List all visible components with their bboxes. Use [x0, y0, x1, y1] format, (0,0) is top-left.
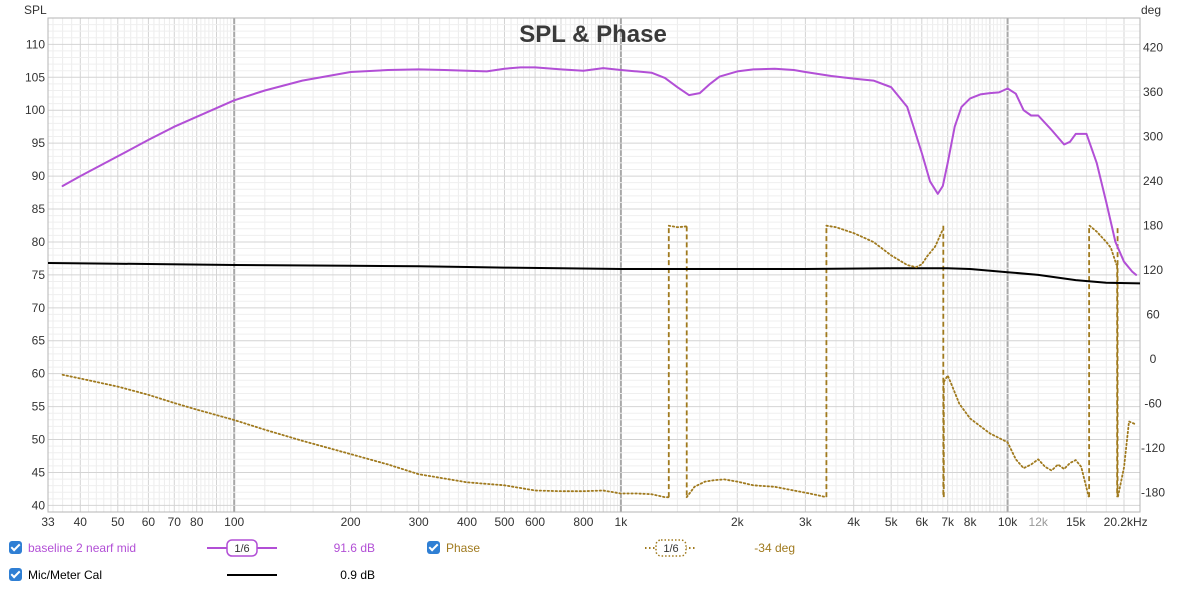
y-tick-label: 110 [26, 37, 45, 51]
series-line-mic-meter-cal-1 [48, 262, 1140, 285]
x-tick-label: 12k [1029, 515, 1049, 529]
series-line-phase-8 [1117, 420, 1137, 498]
x-tick-label: 15k [1066, 515, 1086, 529]
series-line-phase-7 [1088, 224, 1118, 266]
y2-tick-label: 180 [1143, 219, 1163, 233]
y-tick-label: 60 [32, 367, 46, 381]
series-line-phase-3 [667, 224, 688, 229]
series-line-phase-2 [61, 373, 670, 499]
x-tick-label: 20.2kHz [1104, 515, 1148, 529]
x-tick-label: 2k [731, 515, 745, 529]
legend-label-mic-cal[interactable]: Mic/Meter Cal [28, 568, 103, 582]
legend-swatch-phase[interactable]: 1/6 [645, 539, 695, 557]
x-tick-label: 33 [41, 515, 55, 529]
y-tick-label: 40 [32, 498, 46, 512]
y-tick-label: 90 [32, 169, 46, 183]
legend-label-baseline[interactable]: baseline 2 nearf mid [28, 541, 137, 555]
x-tick-label: 5k [885, 515, 899, 529]
checkbox-baseline[interactable] [9, 541, 22, 554]
x-tick-label: 10k [998, 515, 1018, 529]
x-tick-label: 80 [190, 515, 204, 529]
legend-value-baseline: 91.6 dB [333, 541, 375, 555]
y-tick-label: 100 [25, 103, 45, 117]
legend-row-mic-cal: Mic/Meter Cal 0.9 dB [0, 565, 1200, 585]
y2-tick-label: 300 [1143, 130, 1163, 144]
y2-tick-label: 360 [1143, 85, 1163, 99]
y-tick-label: 55 [32, 400, 46, 414]
y-tick-label: 80 [32, 235, 46, 249]
y-tick-label: 105 [25, 70, 45, 84]
series-line-phase-4 [685, 478, 828, 499]
x-tick-label: 200 [341, 515, 361, 529]
y-tick-label: 70 [32, 301, 46, 315]
legend-value-mic-cal: 0.9 dB [340, 568, 375, 582]
y2-tick-label: 60 [1146, 308, 1160, 322]
legend-swatch-baseline[interactable]: 1/6 [207, 539, 277, 557]
legend-smoothing-phase: 1/6 [663, 543, 678, 555]
y2-tick-labels: -180 -120 -60 0 60 120 180 240 300 360 420 [1141, 41, 1165, 500]
x-tick-label: 6k [915, 515, 929, 529]
checkbox-phase[interactable] [427, 541, 440, 554]
y2-axis-label: deg [1141, 3, 1161, 17]
y2-tick-label: -180 [1141, 486, 1165, 500]
grid [48, 17, 1141, 513]
y-tick-label: 50 [32, 433, 46, 447]
y2-tick-label: 120 [1143, 263, 1163, 277]
legend-row-baseline: baseline 2 nearf mid 91.6 dB Phase -34 d… [0, 538, 1200, 558]
x-tick-label: 50 [111, 515, 125, 529]
y2-tick-label: -60 [1144, 397, 1162, 411]
x-tick-label: 60 [142, 515, 156, 529]
legend-value-phase: -34 deg [754, 541, 795, 555]
y-tick-label: 75 [32, 268, 46, 282]
x-tick-label: 800 [573, 515, 593, 529]
series-layer [48, 66, 1140, 499]
y-tick-label: 65 [32, 334, 46, 348]
series-line-phase-5 [825, 224, 944, 269]
x-tick-labels: 33 40 50 60 70 80 100 200 300 400 500 600 800 1k 2k 3k 4… [41, 515, 1147, 529]
x-tick-label: 300 [409, 515, 429, 529]
chart-title: SPL & Phase [519, 21, 667, 48]
series-line-phase-6 [943, 374, 1090, 498]
x-tick-label: 3k [799, 515, 813, 529]
checkbox-mic-cal[interactable] [9, 568, 22, 581]
x-tick-label: 500 [494, 515, 514, 529]
x-tick-label: 1k [615, 515, 629, 529]
legend-smoothing-baseline: 1/6 [234, 543, 249, 555]
x-tick-label: 100 [224, 515, 244, 529]
y-tick-labels: 40 45 50 55 60 65 70 75 80 85 90 95 100 105 110 [25, 37, 45, 512]
y-tick-label: 45 [32, 465, 46, 479]
x-tick-label: 40 [74, 515, 88, 529]
y-tick-label: 85 [32, 202, 46, 216]
y2-tick-label: 240 [1143, 174, 1163, 188]
y-axis-label: SPL [24, 3, 47, 17]
x-tick-label: 400 [457, 515, 477, 529]
series-line-baseline-2-nearf-mid-0 [61, 66, 1138, 276]
x-tick-label: 4k [847, 515, 861, 529]
x-tick-label: 70 [168, 515, 182, 529]
legend-label-phase[interactable]: Phase [446, 541, 481, 555]
y2-tick-label: 420 [1143, 41, 1163, 55]
x-tick-label: 8k [964, 515, 978, 529]
x-tick-label: 600 [525, 515, 545, 529]
plot-frame [47, 17, 1141, 513]
y-tick-label: 95 [32, 136, 46, 150]
y2-tick-label: 0 [1150, 352, 1157, 366]
y2-tick-label: -120 [1141, 441, 1165, 455]
x-tick-label: 7k [941, 515, 955, 529]
